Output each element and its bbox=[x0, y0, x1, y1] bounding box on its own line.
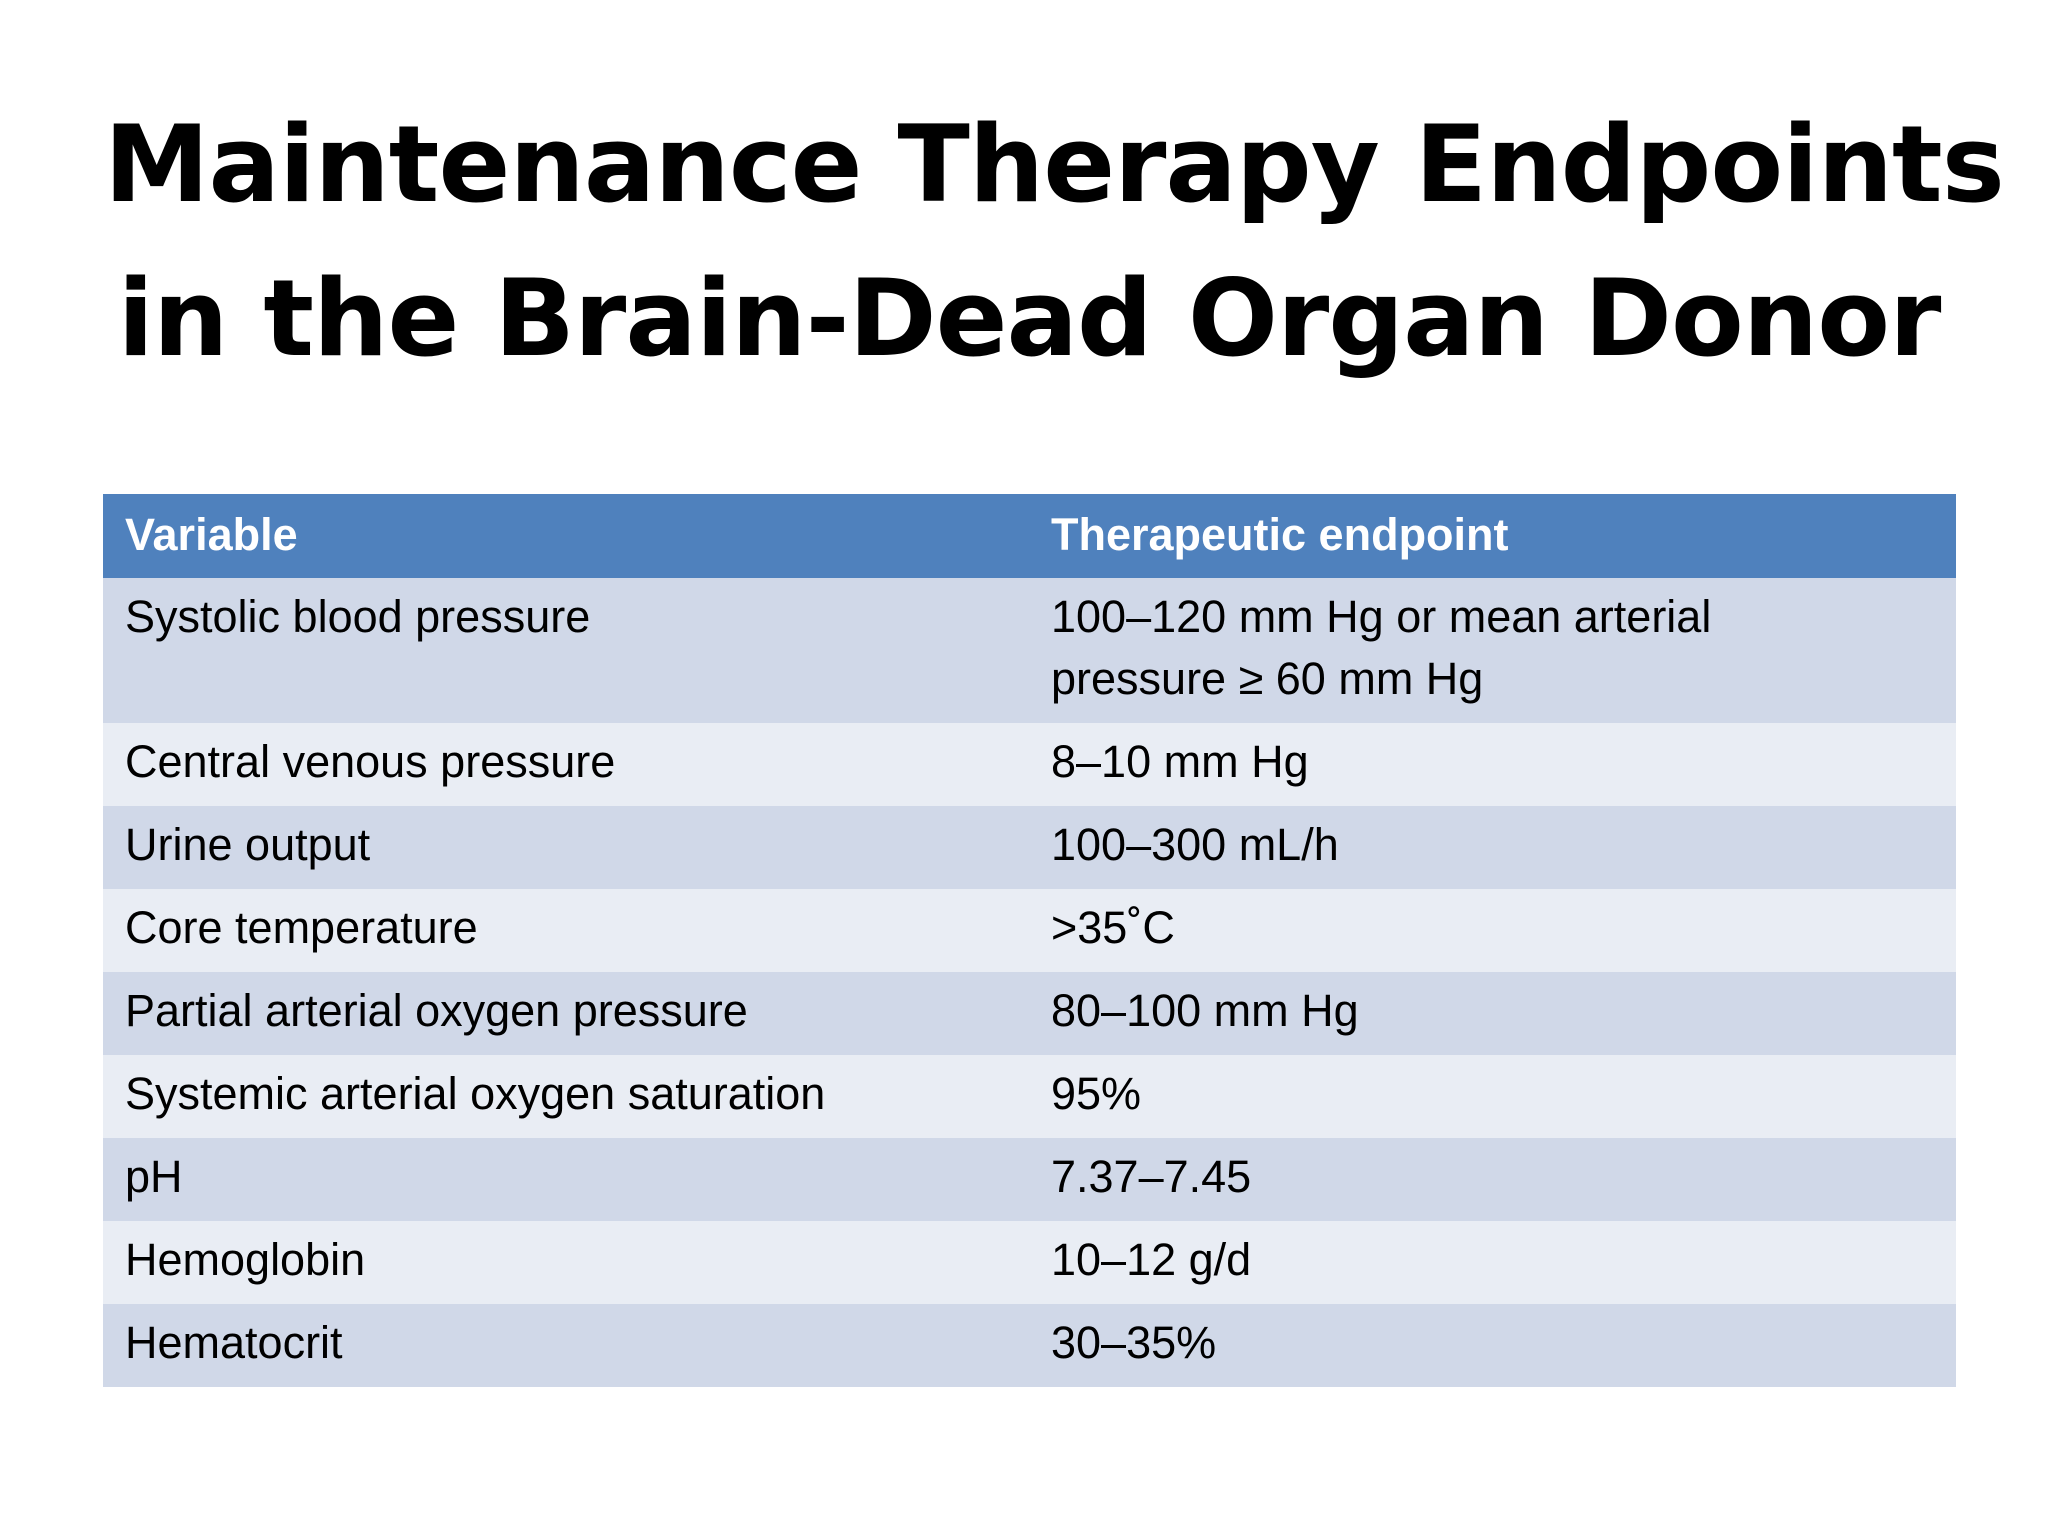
endpoints-table: Variable Therapeutic endpoint Systolic b… bbox=[103, 494, 1956, 1387]
header-variable: Variable bbox=[103, 494, 1029, 578]
table-row: Central venous pressure 8–10 mm Hg bbox=[103, 723, 1956, 806]
endpoint-cell: 7.37–7.45 bbox=[1029, 1138, 1956, 1221]
table-row: Core temperature >35˚C bbox=[103, 889, 1956, 972]
endpoint-cell: 100–120 mm Hg or mean arterial pressure … bbox=[1029, 578, 1956, 723]
slide-title: Maintenance Therapy Endpoints in the Bra… bbox=[104, 88, 2005, 396]
variable-cell: Central venous pressure bbox=[103, 723, 1029, 806]
table-row: Urine output 100–300 mL/h bbox=[103, 806, 1956, 889]
table-row: Hemoglobin 10–12 g/d bbox=[103, 1221, 1956, 1304]
variable-cell: Partial arterial oxygen pressure bbox=[103, 972, 1029, 1055]
header-therapeutic-endpoint: Therapeutic endpoint bbox=[1029, 494, 1956, 578]
variable-cell: Hemoglobin bbox=[103, 1221, 1029, 1304]
table-row: pH 7.37–7.45 bbox=[103, 1138, 1956, 1221]
variable-cell: Systolic blood pressure bbox=[103, 578, 1029, 723]
endpoint-cell: 8–10 mm Hg bbox=[1029, 723, 1956, 806]
endpoint-cell: 100–300 mL/h bbox=[1029, 806, 1956, 889]
variable-cell: Systemic arterial oxygen saturation bbox=[103, 1055, 1029, 1138]
variable-cell: Hematocrit bbox=[103, 1304, 1029, 1387]
variable-cell: pH bbox=[103, 1138, 1029, 1221]
variable-cell: Core temperature bbox=[103, 889, 1029, 972]
table-row: Systolic blood pressure 100–120 mm Hg or… bbox=[103, 578, 1956, 723]
endpoint-cell: 10–12 g/d bbox=[1029, 1221, 1956, 1304]
table-row: Hematocrit 30–35% bbox=[103, 1304, 1956, 1387]
title-line-1: Maintenance Therapy Endpoints bbox=[104, 103, 2005, 226]
table-row: Systemic arterial oxygen saturation 95% bbox=[103, 1055, 1956, 1138]
endpoint-cell: 95% bbox=[1029, 1055, 1956, 1138]
endpoint-line-2: pressure ≥ 60 mm Hg bbox=[1051, 653, 1484, 704]
table-row: Partial arterial oxygen pressure 80–100 … bbox=[103, 972, 1956, 1055]
endpoint-cell: >35˚C bbox=[1029, 889, 1956, 972]
title-line-2: in the Brain-Dead Organ Donor bbox=[117, 257, 1942, 380]
endpoint-cell: 30–35% bbox=[1029, 1304, 1956, 1387]
table-header-row: Variable Therapeutic endpoint bbox=[103, 494, 1956, 578]
variable-cell: Urine output bbox=[103, 806, 1029, 889]
endpoint-line-1: 100–120 mm Hg or mean arterial bbox=[1051, 591, 1712, 642]
endpoint-cell: 80–100 mm Hg bbox=[1029, 972, 1956, 1055]
